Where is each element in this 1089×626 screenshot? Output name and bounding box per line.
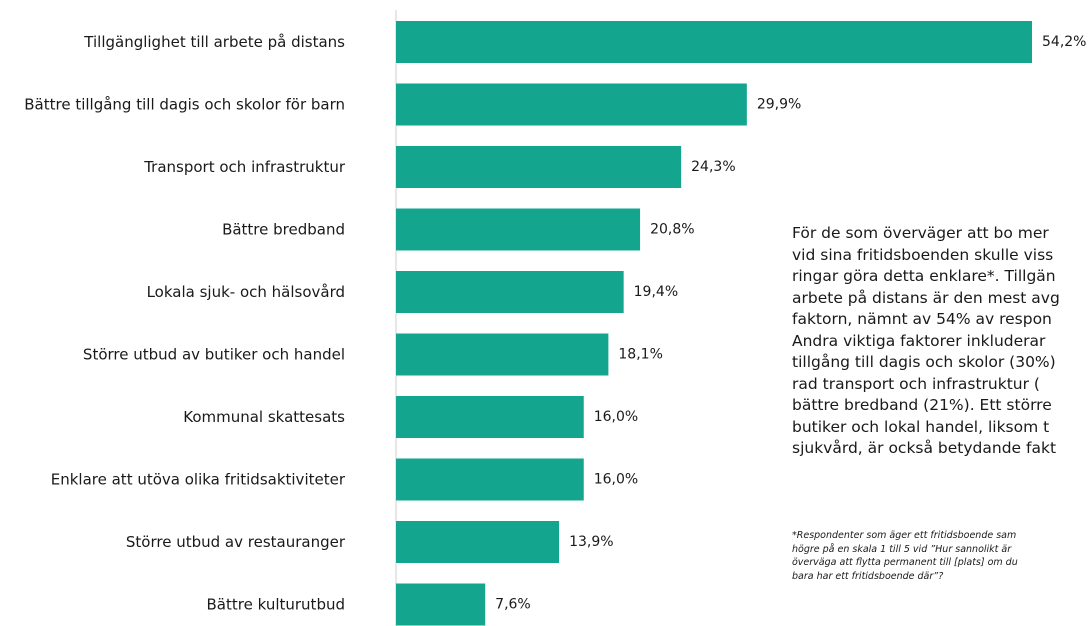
bar-4 <box>396 271 624 313</box>
value-label: 18,1% <box>618 347 662 363</box>
bar-8 <box>396 521 560 563</box>
value-label: 13,9% <box>569 534 613 550</box>
bar-0 <box>396 21 1032 63</box>
category-label: Större utbud av restauranger <box>126 533 346 551</box>
bar-9 <box>396 583 486 626</box>
category-label: Bättre tillgång till dagis och skolor fö… <box>24 96 345 114</box>
bar-2 <box>396 146 682 188</box>
bar-6 <box>396 396 584 438</box>
value-label: 19,4% <box>634 284 678 300</box>
bar-1 <box>396 83 747 126</box>
value-label: 16,0% <box>594 409 638 425</box>
value-label: 24,3% <box>691 159 735 175</box>
category-label: Kommunal skattesats <box>183 408 345 426</box>
bar-3 <box>396 208 641 251</box>
category-label: Enklare att utöva olika fritidsaktivitet… <box>51 471 346 489</box>
category-label: Bättre bredband <box>222 221 345 239</box>
footnote: *Respondenter som äger ett fritidsboende… <box>792 530 1018 582</box>
category-label: Bättre kulturutbud <box>207 596 345 614</box>
value-label: 16,0% <box>594 472 638 488</box>
bars-group <box>396 21 1032 626</box>
category-label: Större utbud av butiker och handel <box>83 346 345 364</box>
category-label: Lokala sjuk- och hälsovård <box>147 283 345 301</box>
category-label: Tillgänglighet till arbete på distans <box>83 33 345 51</box>
bar-5 <box>396 333 609 376</box>
value-label: 7,6% <box>495 597 531 613</box>
value-labels: 54,2% 29,9% 24,3% 20,8% 19,4% 18,1% 16,0% 16,0%… <box>495 34 1086 613</box>
value-label: 29,9% <box>757 97 801 113</box>
category-labels: Tillgänglighet till arbete på distans Bät… <box>24 33 346 614</box>
value-label: 54,2% <box>1042 34 1086 50</box>
bar-7 <box>396 458 584 501</box>
chart-description: För de som överväger att bo mer vid sina… <box>792 224 1060 457</box>
value-label: 20,8% <box>650 222 694 238</box>
category-label: Transport och infrastruktur <box>143 158 346 176</box>
